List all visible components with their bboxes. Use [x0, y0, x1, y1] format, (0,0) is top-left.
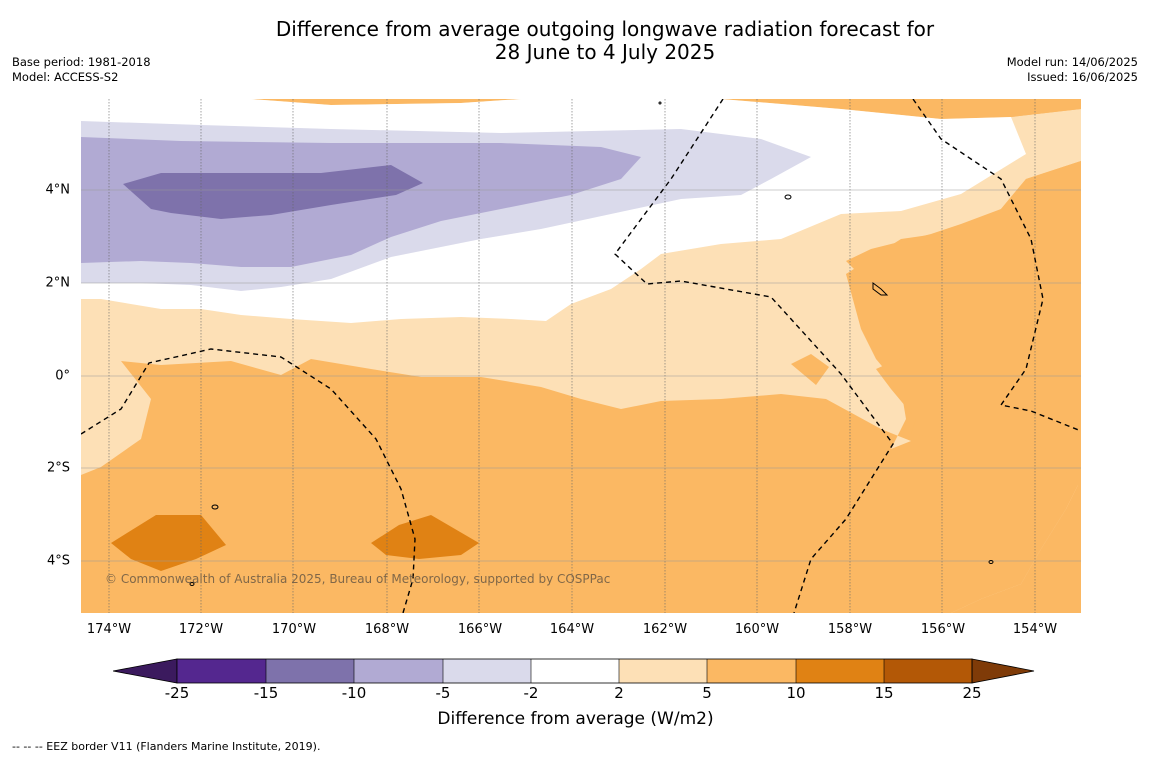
lon-label-156w: 156°W: [920, 622, 966, 637]
title-line-1: Difference from average outgoing longwav…: [275, 17, 935, 41]
lat-label-2s: 2°S: [46, 460, 70, 476]
band-5-10-blob: [791, 354, 829, 385]
colorbar-tick-7: 5: [702, 684, 712, 702]
colorbar-arrow-high: [971, 658, 1035, 684]
eez-border-east: [912, 99, 1081, 432]
band-5-10-northeast: [721, 99, 1081, 119]
colorbar-tick-2: -15: [253, 684, 279, 702]
lat-label-2n: 2°N: [45, 275, 71, 291]
colorbar-tick-5: -2: [523, 684, 539, 702]
island-1: [784, 194, 792, 200]
band-10-15-patch-central: [371, 515, 479, 559]
lat-label-4n: 4°N: [45, 182, 71, 198]
copyright-credit: © Commonwealth of Australia 2025, Bureau…: [105, 572, 611, 586]
colorbar: [112, 656, 1038, 686]
band-minus-5-10: [81, 137, 641, 267]
colorbar-seg-2: [266, 659, 354, 683]
band-5-10-northwest: [251, 99, 521, 105]
colorbar-tick-1: -25: [164, 684, 190, 702]
lon-label-158w: 158°W: [827, 622, 873, 637]
band-minus-10-15: [123, 165, 423, 219]
eez-border-west: [81, 348, 416, 613]
colorbar-seg-8: [796, 659, 884, 683]
title-line-2: 28 June to 4 July 2025: [494, 40, 716, 64]
lon-label-174w: 174°W: [86, 622, 132, 637]
map-title: Difference from average outgoing longwav…: [150, 18, 1060, 64]
band-10-15-patch-west: [111, 515, 226, 571]
lon-label-154w: 154°W: [1012, 622, 1058, 637]
island-3: [189, 582, 195, 586]
island-2: [211, 504, 219, 510]
band-5-10-east: [846, 161, 1081, 613]
lon-label-172w: 172°W: [178, 622, 224, 637]
lon-label-160w: 160°W: [734, 622, 780, 637]
colorbar-seg-7: [707, 659, 796, 683]
island-5: [658, 101, 662, 105]
colorbar-tick-8: 10: [786, 684, 806, 702]
model-run: Model run: 14/06/2025: [1006, 55, 1138, 69]
latitude-grid: [81, 189, 1081, 562]
olr-anomaly-map: [81, 99, 1081, 613]
colorbar-seg-5: [531, 659, 619, 683]
colorbar-seg-9: [884, 659, 972, 683]
lat-label-4s: 4°S: [46, 553, 70, 569]
eez-border-center: [614, 99, 894, 613]
colorbar-svg: [112, 658, 1035, 684]
lon-label-166w: 166°W: [457, 622, 503, 637]
colorbar-tick-3: -10: [341, 684, 367, 702]
colorbar-seg-3: [354, 659, 443, 683]
eez-borders: [81, 99, 1081, 613]
colorbar-arrow-low: [112, 658, 178, 684]
colorbar-tick-4: -5: [435, 684, 451, 702]
map-area: [81, 99, 1081, 613]
base-period: Base period: 1981-2018: [12, 55, 151, 69]
meta-left: Base period: 1981-2018 Model: ACCESS-S2: [12, 55, 151, 85]
colorbar-seg-6: [619, 659, 707, 683]
lat-label-0: 0°: [55, 368, 70, 384]
colorbar-tick-9: 15: [874, 684, 894, 702]
model-name: Model: ACCESS-S2: [12, 70, 119, 84]
islands: [189, 101, 994, 586]
lon-label-168w: 168°W: [364, 622, 410, 637]
lon-label-164w: 164°W: [549, 622, 595, 637]
colorbar-tick-6: 2: [614, 684, 624, 702]
issued-date: Issued: 16/06/2025: [1027, 70, 1138, 84]
colorbar-label: Difference from average (W/m2): [437, 709, 714, 729]
colorbar-outline: [176, 658, 973, 684]
colorbar-seg-1: [177, 659, 266, 683]
colorbar-dividers: [265, 659, 885, 683]
lon-label-162w: 162°W: [642, 622, 688, 637]
island-kiritimati: [872, 282, 889, 296]
lon-label-170w: 170°W: [271, 622, 317, 637]
meta-right: Model run: 14/06/2025 Issued: 16/06/2025: [1007, 55, 1138, 85]
colorbar-seg-4: [443, 659, 531, 683]
colorbar-tick-10: 25: [962, 684, 982, 702]
eez-footnote: -- -- -- EEZ border V11 (Flanders Marine…: [12, 740, 321, 753]
island-4: [988, 560, 994, 564]
